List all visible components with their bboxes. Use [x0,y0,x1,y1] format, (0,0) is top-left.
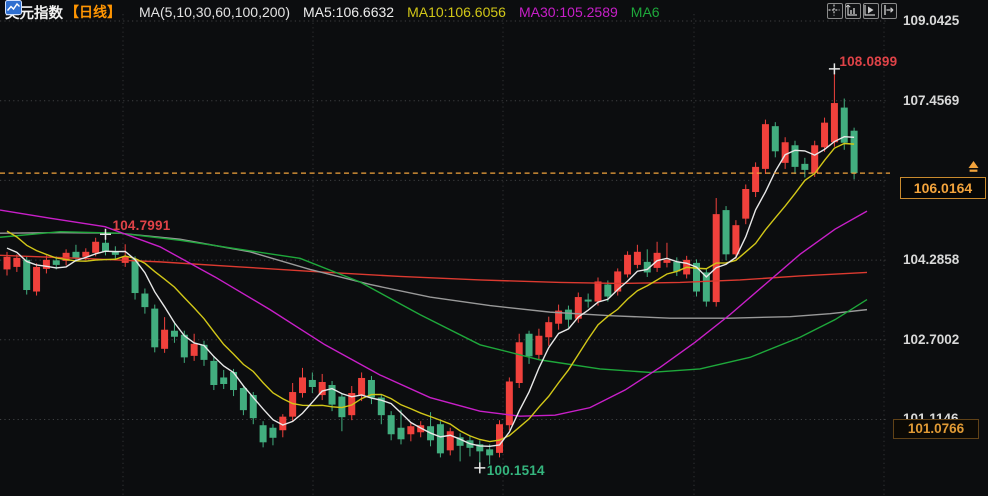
ma60-value-truncated: MA6 [630,4,660,20]
candles [3,68,858,468]
ma10-line [6,142,855,443]
secondary-price-label: 101.0766 [893,419,979,439]
axis-price-label: 109.0425 [903,13,960,28]
ma60-line [0,231,868,374]
high-price-annotation: 108.0899 [839,53,898,69]
pop-out-icon[interactable] [881,3,897,19]
prev-high-annotation: 104.7991 [112,218,171,234]
extreme-markers [100,63,840,474]
scale-axis-right-icon[interactable] [863,3,879,19]
axis-price-label: 102.7002 [903,331,960,347]
ma-settings-label: MA(5,10,30,60,100,200) [139,4,290,20]
chart-header: 美元指数 【日线】 MA(5,10,30,60,100,200) MA5:106… [5,0,822,24]
move-crosshair-icon[interactable] [827,3,843,19]
ma200-line [0,254,868,285]
gridlines [0,14,888,496]
ma30-value: MA30:105.2589 [518,4,618,20]
ma10-value: MA10:106.6056 [407,4,506,20]
current-price-label: 106.0164 [900,176,986,199]
ma5-value: MA5:106.6632 [303,4,395,20]
scale-axis-left-icon[interactable] [845,3,861,19]
low-price-annotation: 100.1514 [486,462,545,478]
ma-overlays [0,136,868,448]
axis-price-label: 107.4569 [903,92,960,108]
ma5-line [6,136,855,448]
ma30-line [0,209,868,417]
period-tag[interactable]: 【日线】 [65,4,121,20]
axis-price-label: 104.2858 [903,252,960,268]
